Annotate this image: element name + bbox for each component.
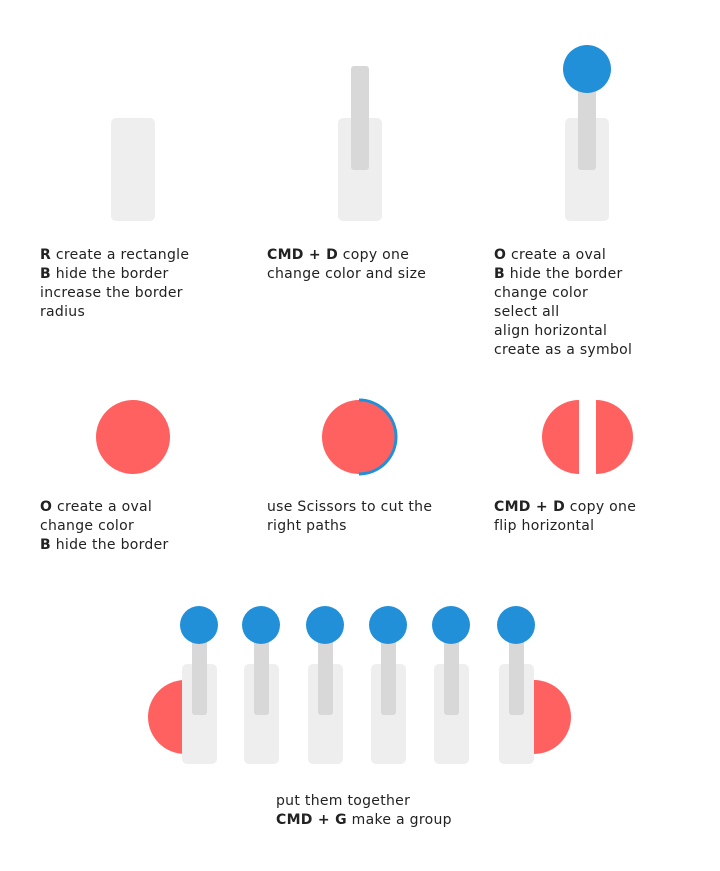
slider-5-knob <box>432 606 470 644</box>
step-3-line-5: align horizontal <box>494 323 608 339</box>
slider-6-knob <box>497 606 535 644</box>
step-2-caption: CMD + D copy one change color and size <box>267 246 426 284</box>
slider-6-bar <box>509 624 524 715</box>
final-group <box>148 604 572 764</box>
slider-3-bar <box>318 624 333 715</box>
step5-cut-oval <box>322 398 398 476</box>
slider-1-bar <box>192 624 207 715</box>
step-1-line-1: R create a rectangle <box>40 247 190 263</box>
step-1-caption: R create a rectangle B hide the border i… <box>40 246 189 322</box>
step-2-line-2: change color and size <box>267 266 427 282</box>
step-3-caption: O create a oval B hide the border change… <box>494 246 632 360</box>
final-right-half <box>534 680 571 754</box>
step-3-line-3: change color <box>494 285 589 301</box>
step-7-line-2: CMD + G make a group <box>276 812 452 828</box>
step4-oval <box>96 400 170 474</box>
step-4-line-1: O create a oval <box>40 499 153 515</box>
step-4-line-2: change color <box>40 518 135 534</box>
step-3-line-4: select all <box>494 304 560 320</box>
step-1-line-3: increase the border <box>40 285 183 301</box>
step-5-line-2: right paths <box>267 518 347 534</box>
step-6-caption: CMD + D copy one flip horizontal <box>494 498 636 536</box>
step-6-line-1: CMD + D copy one <box>494 499 637 515</box>
step-7-caption: put them together CMD + G make a group <box>276 792 452 830</box>
slider-2-knob <box>242 606 280 644</box>
slider-5-bar <box>444 624 459 715</box>
step-2-line-1: CMD + D copy one <box>267 247 410 263</box>
step-3-line-2: B hide the border <box>494 266 623 282</box>
step-7-line-1: put them together <box>276 793 411 809</box>
final-left-half <box>148 680 185 754</box>
step-3-line-6: create as a symbol <box>494 342 633 358</box>
slider-4-knob <box>369 606 407 644</box>
step6-right-half <box>596 400 633 474</box>
step-6-line-2: flip horizontal <box>494 518 595 534</box>
step3-knob <box>563 45 611 93</box>
slider-4-bar <box>381 624 396 715</box>
slider-2-bar <box>254 624 269 715</box>
slider-1-knob <box>180 606 218 644</box>
step-1-line-4: radius <box>40 304 86 320</box>
step-3-line-1: O create a oval <box>494 247 607 263</box>
step-4-caption: O create a oval change color B hide the … <box>40 498 169 555</box>
step-4-line-3: B hide the border <box>40 537 169 553</box>
slider-3-knob <box>306 606 344 644</box>
step6-left-half <box>542 400 579 474</box>
step1-rectangle <box>111 118 155 221</box>
step-1-line-2: B hide the border <box>40 266 169 282</box>
step2-bar <box>351 66 369 170</box>
step-5-line-1: use Scissors to cut the <box>267 499 433 515</box>
step-5-caption: use Scissors to cut the right paths <box>267 498 432 536</box>
